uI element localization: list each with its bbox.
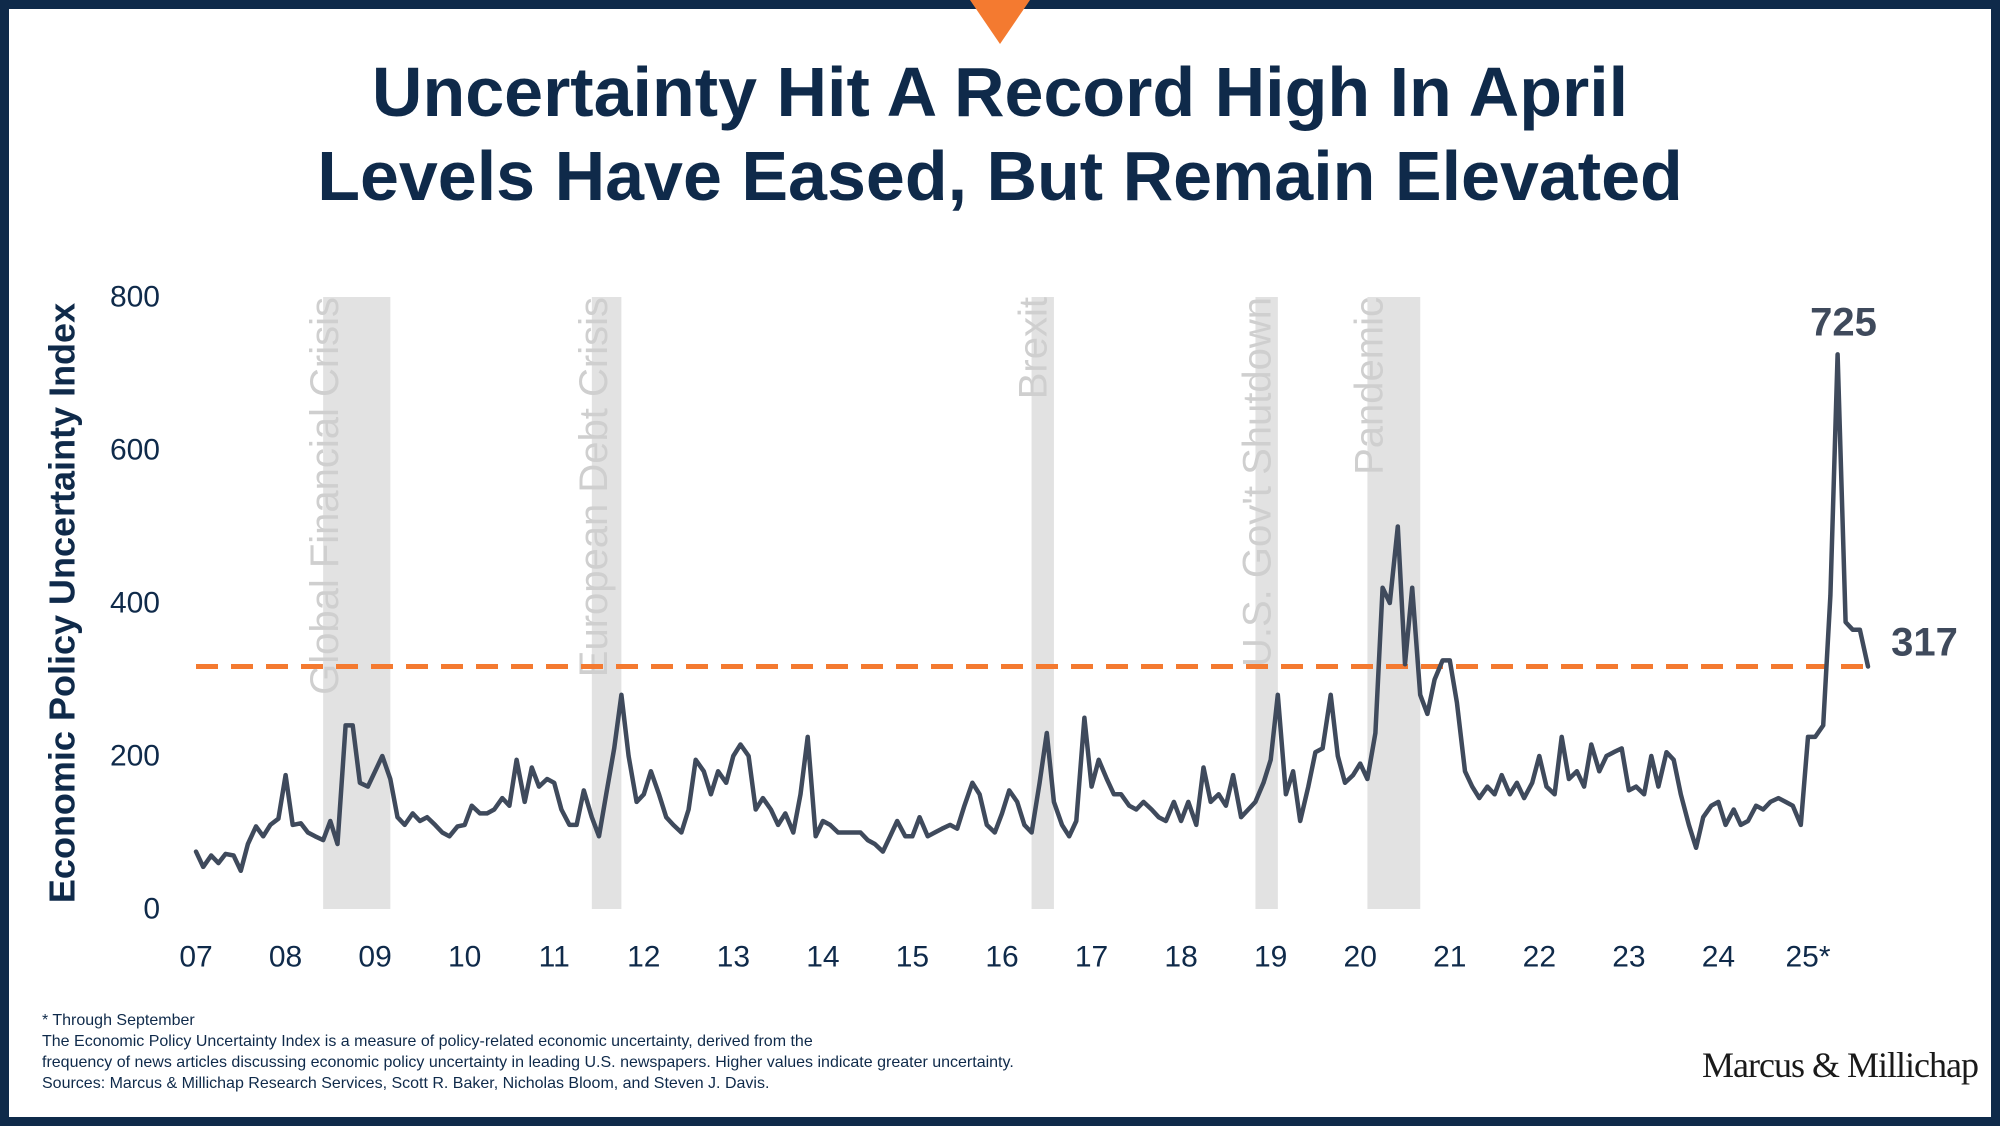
shaded-period-label: Brexit xyxy=(1012,297,1056,399)
shaded-period-label: European Debt Crisis xyxy=(572,297,616,677)
shaded-period-label: U.S. Gov't Shutdown xyxy=(1235,297,1279,667)
footnote-line: The Economic Policy Uncertainty Index is… xyxy=(42,1033,813,1050)
footnotes: * Through September The Economic Policy … xyxy=(42,1010,1014,1094)
marcus-millichap-logo: Marcus & Millichap xyxy=(1702,1045,1979,1085)
x-tick-label: 22 xyxy=(1523,941,1556,974)
x-tick-label: 19 xyxy=(1254,941,1287,974)
x-tick-label: 10 xyxy=(448,941,481,974)
x-tick-label: 11 xyxy=(539,941,570,974)
orange-notch-marker xyxy=(970,0,1030,44)
y-axis-title: Economic Policy Uncertainty Index xyxy=(42,303,83,903)
y-tick-label: 0 xyxy=(143,893,160,926)
chart-title: Uncertainty Hit A Record High In April L… xyxy=(0,50,2000,218)
x-tick-label: 14 xyxy=(806,941,839,974)
x-tick-label: 07 xyxy=(179,941,212,974)
x-tick-label: 24 xyxy=(1702,941,1735,974)
title-line-1: Uncertainty Hit A Record High In April xyxy=(371,53,1629,131)
x-tick-label: 12 xyxy=(627,941,660,974)
shaded-period-band xyxy=(591,297,622,909)
x-tick-label: 23 xyxy=(1612,941,1645,974)
epu-index-series-line xyxy=(193,352,1871,874)
footnote-line: frequency of news articles discussing ec… xyxy=(42,1054,1014,1071)
y-tick-label: 200 xyxy=(110,740,160,773)
shaded-period-label: Pandemic xyxy=(1347,297,1391,475)
x-tick-label: 16 xyxy=(985,941,1018,974)
x-tick-label: 15 xyxy=(896,941,929,974)
y-tick-label: 600 xyxy=(110,434,160,467)
x-tick-label: 21 xyxy=(1433,941,1466,974)
shaded-period-band xyxy=(323,297,391,909)
x-tick-label: 09 xyxy=(358,941,391,974)
shaded-period-label: Global Financial Crisis xyxy=(303,297,347,695)
x-tick-label: 20 xyxy=(1344,941,1377,974)
y-tick-label: 800 xyxy=(110,281,160,314)
x-tick-label: 25* xyxy=(1785,941,1830,974)
x-tick-label: 13 xyxy=(717,941,750,974)
x-tick-label: 17 xyxy=(1075,941,1108,974)
average-value-label: 317 xyxy=(1891,620,1958,664)
footnote-line: * Through September xyxy=(42,1012,195,1029)
y-tick-label: 400 xyxy=(110,587,160,620)
x-tick-label: 18 xyxy=(1164,941,1197,974)
footnote-line: Sources: Marcus & Millichap Research Ser… xyxy=(42,1075,770,1092)
title-line-2: Levels Have Eased, But Remain Elevated xyxy=(317,137,1683,215)
x-tick-label: 08 xyxy=(269,941,302,974)
peak-value-label: 725 xyxy=(1810,300,1877,344)
